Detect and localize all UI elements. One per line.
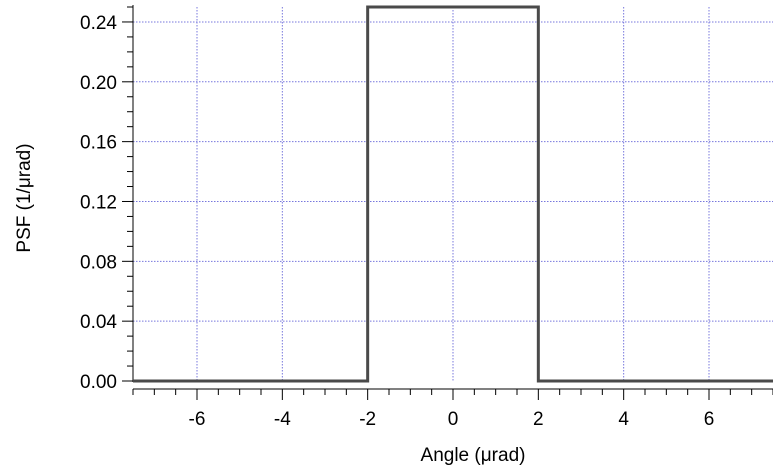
y-tick-label: 0.00 — [80, 372, 117, 393]
y-tick-label: 0.20 — [80, 73, 117, 94]
grid — [133, 7, 773, 381]
ticks — [122, 6, 773, 400]
x-tick-label: 2 — [533, 409, 544, 430]
x-tick-label: -6 — [189, 409, 206, 430]
x-tick-label: 4 — [618, 409, 629, 430]
tick-labels: 0.00 0.04 0.08 0.12 0.16 0.20 0.24 -6 -4 -2 0 2 4 6 — [80, 13, 714, 430]
y-tick-label: 0.16 — [80, 133, 117, 154]
y-tick-label: 0.12 — [80, 192, 117, 213]
psf-series-line — [133, 5, 773, 383]
x-axis-label: Angle (μrad) — [421, 445, 526, 466]
y-tick-label: 0.24 — [80, 13, 117, 34]
x-tick-label: 0 — [448, 409, 459, 430]
y-axis-label: PSF (1/μrad) — [14, 143, 35, 252]
y-tick-label: 0.04 — [80, 312, 117, 333]
x-tick-label: 6 — [704, 409, 715, 430]
x-tick-label: -4 — [274, 409, 291, 430]
x-tick-label: -2 — [359, 409, 376, 430]
y-tick-label: 0.08 — [80, 252, 117, 273]
series — [133, 5, 773, 383]
